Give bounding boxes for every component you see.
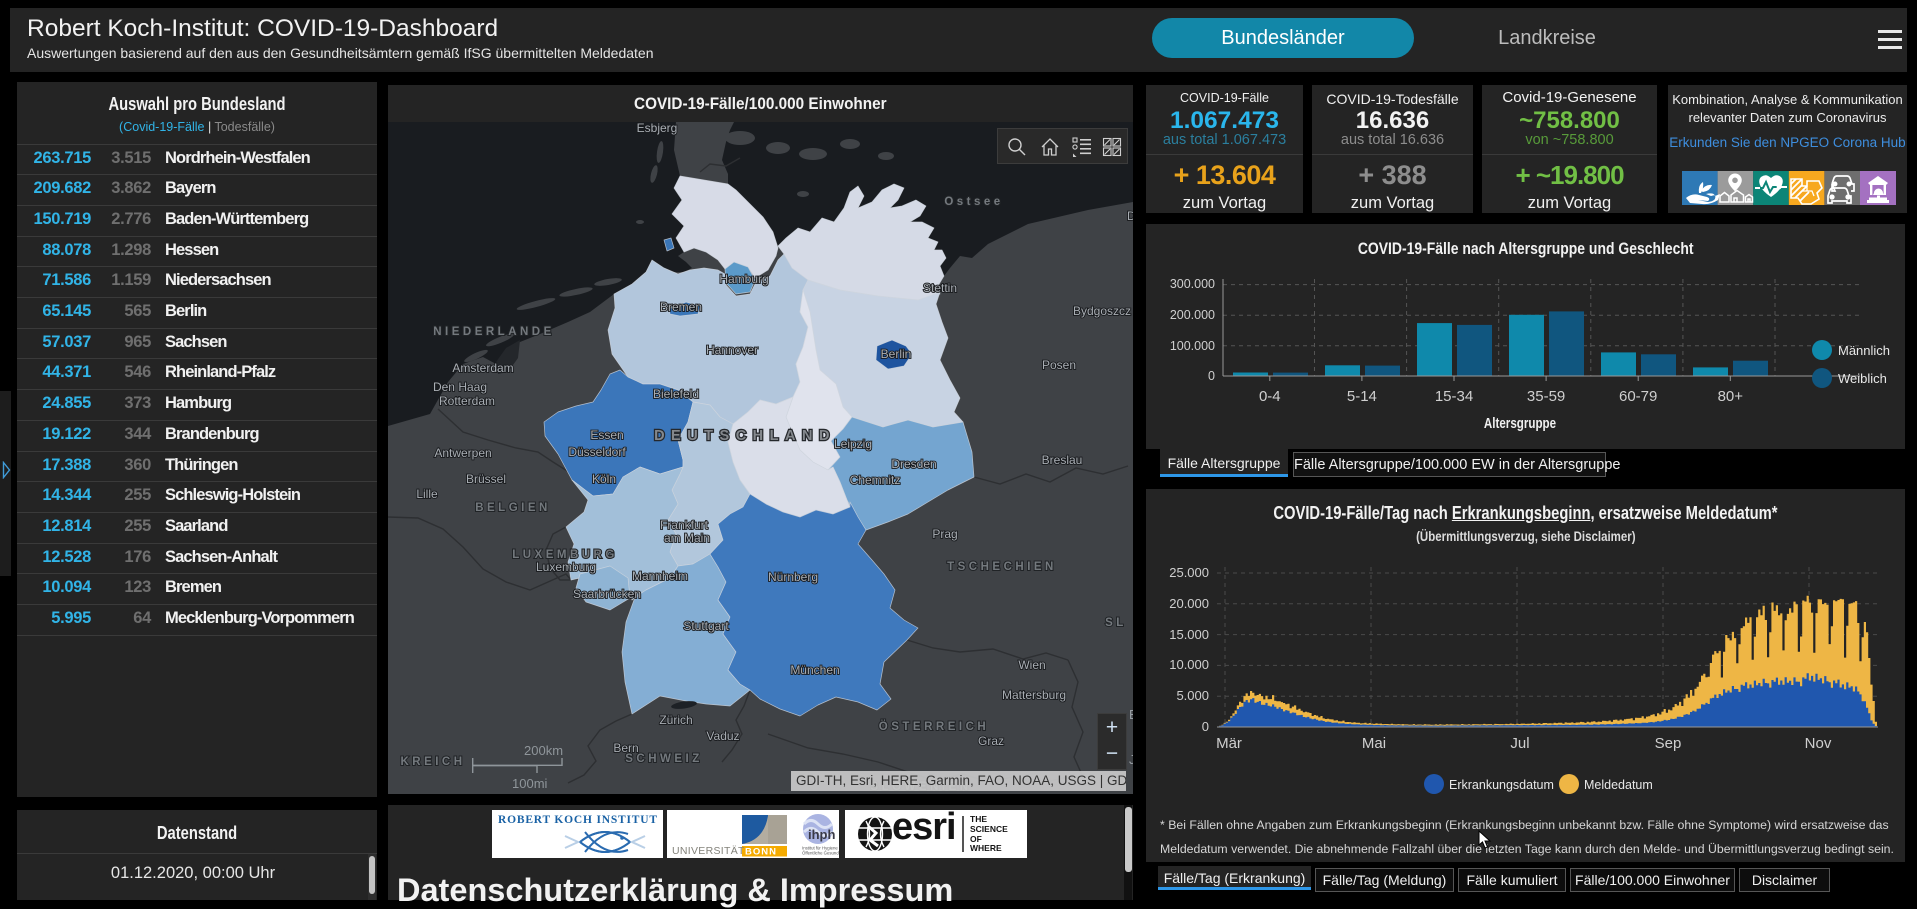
svg-text:Prag: Prag — [932, 527, 957, 541]
svg-text:15-34: 15-34 — [1435, 388, 1473, 405]
svg-text:Breslau: Breslau — [1042, 453, 1083, 467]
svg-text:Luxemburg: Luxemburg — [536, 560, 596, 574]
svg-text:Saarbrücken: Saarbrücken — [573, 587, 641, 601]
svg-text:200.000: 200.000 — [1170, 308, 1215, 322]
svg-text:Antwerpen: Antwerpen — [434, 446, 491, 460]
svg-text:ihph: ihph — [808, 827, 835, 842]
svg-text:10.000: 10.000 — [1169, 657, 1209, 672]
svg-text:Berlin: Berlin — [881, 347, 912, 361]
svg-text:KREICH: KREICH — [400, 756, 465, 768]
svg-text:Stuttgart: Stuttgart — [683, 619, 729, 633]
svg-text:Erkrankungsdatum: Erkrankungsdatum — [1449, 778, 1554, 792]
svg-text:Lille: Lille — [416, 487, 438, 501]
svg-text:NIEDERLANDE: NIEDERLANDE — [433, 326, 555, 338]
svg-text:Düsseldorf: Düsseldorf — [568, 445, 626, 459]
svg-text:25.000: 25.000 — [1169, 565, 1209, 580]
svg-text:15.000: 15.000 — [1169, 627, 1209, 642]
svg-text:Altersgruppe: Altersgruppe — [1484, 415, 1556, 432]
svg-text:Zürich: Zürich — [659, 713, 692, 727]
svg-text:Hannover: Hannover — [706, 343, 758, 357]
svg-text:Köln: Köln — [592, 472, 616, 486]
svg-text:München: München — [790, 663, 839, 677]
svg-text:Nov: Nov — [1805, 735, 1832, 752]
svg-text:BONN: BONN — [745, 847, 777, 858]
svg-text:Bydgoszcz: Bydgoszcz — [1073, 304, 1131, 318]
svg-text:Amsterdam: Amsterdam — [452, 361, 513, 375]
svg-text:SL: SL — [1105, 617, 1127, 629]
svg-text:35-59: 35-59 — [1527, 388, 1565, 405]
svg-text:Vaduz: Vaduz — [706, 729, 739, 743]
svg-text:Jul: Jul — [1510, 735, 1529, 752]
svg-text:80+: 80+ — [1718, 388, 1744, 405]
svg-text:Sep: Sep — [1655, 735, 1682, 752]
svg-text:Frankfurt: Frankfurt — [660, 518, 709, 532]
svg-text:Graz: Graz — [978, 734, 1004, 748]
svg-text:Chemnitz: Chemnitz — [850, 473, 901, 487]
svg-text:100.000: 100.000 — [1170, 339, 1215, 353]
svg-text:am Main: am Main — [664, 531, 710, 545]
svg-text:Wien: Wien — [1018, 658, 1045, 672]
svg-text:Esbjerg: Esbjerg — [637, 122, 678, 135]
svg-text:0: 0 — [1208, 369, 1215, 383]
svg-text:5-14: 5-14 — [1347, 388, 1377, 405]
svg-text:Bielefeld: Bielefeld — [653, 387, 699, 401]
svg-text:Rotterdam: Rotterdam — [439, 394, 495, 408]
svg-text:Mai: Mai — [1362, 735, 1386, 752]
svg-text:300.000: 300.000 — [1170, 277, 1215, 291]
svg-text:20.000: 20.000 — [1169, 596, 1209, 611]
svg-text:Weiblich: Weiblich — [1838, 371, 1887, 386]
svg-text:UNIVERSITÄT: UNIVERSITÄT — [672, 845, 745, 857]
svg-text:Meldedatum: Meldedatum — [1584, 778, 1653, 792]
svg-text:Institut für Hygiene und: Institut für Hygiene und — [802, 846, 839, 851]
svg-text:Männlich: Männlich — [1838, 343, 1890, 358]
svg-text:Mär: Mär — [1216, 735, 1242, 752]
svg-text:LUXEMBURG: LUXEMBURG — [512, 549, 618, 561]
svg-text:5.000: 5.000 — [1176, 688, 1209, 703]
svg-text:Posen: Posen — [1042, 358, 1076, 372]
svg-text:DEUTSCHLAND: DEUTSCHLAND — [654, 428, 836, 444]
svg-text:ÖSTERREICH: ÖSTERREICH — [879, 720, 989, 733]
svg-text:Mannheim: Mannheim — [632, 569, 688, 583]
svg-text:Stettin: Stettin — [923, 281, 957, 295]
svg-text:Öffentliche Gesundheit: Öffentliche Gesundheit — [802, 851, 839, 856]
svg-text:Da: Da — [1127, 209, 1133, 223]
svg-text:Bern: Bern — [613, 741, 638, 755]
svg-text:Den Haag: Den Haag — [433, 380, 487, 394]
svg-text:Hamburg: Hamburg — [719, 272, 768, 286]
svg-text:Brüssel: Brüssel — [466, 472, 506, 486]
svg-text:0-4: 0-4 — [1259, 388, 1281, 405]
svg-text:TSCHECHIEN: TSCHECHIEN — [947, 561, 1057, 573]
svg-text:60-79: 60-79 — [1619, 388, 1657, 405]
svg-text:Bremen: Bremen — [660, 300, 702, 314]
svg-text:Ostsee: Ostsee — [944, 196, 1003, 208]
svg-text:SCHWEIZ: SCHWEIZ — [625, 753, 703, 765]
svg-text:Essen: Essen — [590, 428, 623, 442]
svg-text:BELGIEN: BELGIEN — [475, 502, 551, 514]
svg-text:Dresden: Dresden — [891, 457, 936, 471]
svg-text:Leipzig: Leipzig — [834, 437, 872, 451]
svg-text:Mattersburg: Mattersburg — [1002, 688, 1066, 702]
svg-text:Nürnberg: Nürnberg — [768, 570, 818, 584]
svg-text:0: 0 — [1202, 719, 1209, 734]
